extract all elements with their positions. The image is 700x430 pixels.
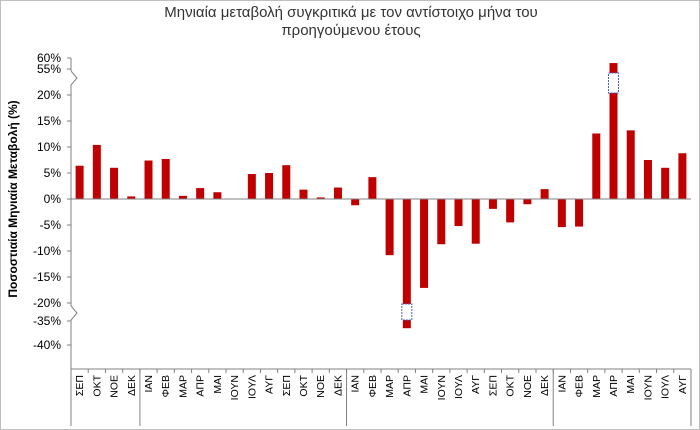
x-tick-label: ΜΑΙ (419, 375, 431, 394)
bar (282, 165, 291, 199)
y-tick-label: 55% (37, 62, 61, 76)
bar-break-marker (401, 303, 413, 321)
bar (506, 199, 515, 223)
bar (488, 199, 497, 209)
x-tick-label: ΑΥΓ (470, 375, 482, 394)
x-tick-label: ΙΑΝ (143, 375, 155, 393)
x-tick-label: ΜΑΡ (177, 375, 189, 398)
x-tick-label: ΦΕΒ (574, 375, 586, 397)
x-tick-label: ΙΟΥΛ (660, 375, 672, 399)
x-tick-label: ΜΑΡ (384, 375, 396, 398)
bar (247, 174, 256, 199)
bar (144, 160, 153, 199)
x-tick-label: ΙΟΥΛ (246, 375, 258, 399)
bar (75, 165, 84, 199)
x-tick-label: ΟΚΤ (505, 374, 517, 396)
bar (213, 192, 222, 199)
axis-break-mark (70, 303, 78, 321)
x-tick-label: ΦΕΒ (160, 375, 172, 397)
x-tick-label: ΙΑΝ (556, 375, 568, 393)
x-tick-label: ΙΟΥΛ (453, 375, 465, 399)
y-tick-label: 15% (37, 114, 61, 128)
bar-break-marker (608, 72, 619, 94)
x-tick-label: ΔΕΚ (539, 375, 551, 396)
x-tick-label: ΔΕΚ (126, 375, 138, 396)
x-tick-label: ΟΚΤ (91, 374, 103, 396)
x-tick-label: ΔΕΚ (332, 375, 344, 396)
bars-group (75, 63, 687, 329)
bar (333, 187, 342, 199)
x-tick-label: ΝΟΕ (522, 375, 534, 398)
x-axis: ΣΕΠ ΟΚΤ ΝΟΕ ΔΕΚ ΙΑΝ ΦΕΒ ΜΑΡ ΑΠΡ ΜΑΙ ΙΟΥΝ ΙΟΥΛ ΑΥΓ ΣΕ… (74, 374, 689, 400)
y-tick-label: 5% (44, 166, 62, 180)
bar (575, 199, 584, 227)
x-tick-label: ΣΕΠ (487, 375, 499, 396)
axis-break-mark (70, 70, 78, 95)
bar (471, 199, 480, 244)
bar (110, 167, 119, 199)
bar (626, 130, 635, 199)
x-tick-label: ΝΟΕ (315, 375, 327, 398)
x-tick-label: ΑΥΓ (264, 375, 276, 394)
y-axis-label: Ποσοστιαία Μηνιαία Μεταβολή (%) (6, 100, 20, 297)
x-tick-label: ΑΠΡ (608, 375, 620, 397)
bar (643, 160, 652, 199)
bar (420, 199, 429, 288)
x-tick-label: ΙΟΥΝ (642, 375, 654, 400)
x-tick-label: ΑΠΡ (401, 375, 413, 397)
y-tick-label: -10% (33, 244, 61, 258)
x-tick-label: ΜΑΙ (212, 375, 224, 394)
bar (557, 199, 566, 228)
bar (678, 153, 687, 199)
y-tick-label: 20% (37, 88, 61, 102)
y-axis: 60%55% 20% 15% 10% 5% 0% -5% -10% -15% -20% -35% -4… (33, 51, 71, 352)
bar (402, 199, 411, 329)
x-tick-label: ΑΥΓ (677, 375, 689, 394)
y-tick-label: 10% (37, 140, 61, 154)
bar (92, 144, 101, 199)
bar (161, 158, 170, 199)
bar (592, 133, 601, 199)
x-tick-label: ΙΟΥΝ (436, 375, 448, 400)
y-tick-label: -5% (40, 218, 62, 232)
bar (351, 199, 360, 206)
axes-group (70, 58, 692, 426)
bar (265, 173, 274, 199)
bar (385, 199, 394, 256)
chart-title-line-1: Μηνιαία μεταβολή συγκριτικά με τον αντίσ… (164, 4, 538, 21)
bar (178, 195, 187, 199)
y-tick-label: -40% (33, 338, 61, 352)
bar (540, 189, 549, 199)
x-tick-label: ΦΕΒ (367, 375, 379, 397)
bar (316, 197, 325, 199)
bar (661, 167, 670, 199)
x-tick-label: ΟΚΤ (298, 374, 310, 396)
x-tick-label: ΜΑΡ (591, 375, 603, 398)
chart-title-line-2: προηγούμενου έτους (281, 22, 420, 39)
y-tick-label: -15% (33, 270, 61, 284)
bar (127, 196, 136, 199)
bar (454, 199, 463, 227)
bar (299, 189, 308, 199)
x-tick-label: ΜΑΙ (625, 375, 637, 394)
x-tick-label: ΝΟΕ (109, 375, 121, 398)
bar (437, 199, 446, 245)
bar (523, 199, 532, 205)
bar (196, 188, 205, 199)
y-tick-label: 60% (37, 51, 61, 65)
x-tick-label: ΑΠΡ (195, 375, 207, 397)
x-tick-label: ΣΕΠ (74, 375, 86, 396)
y-tick-label: -20% (33, 296, 61, 310)
x-tick-label: ΙΑΝ (350, 375, 362, 393)
bar (609, 63, 618, 200)
x-tick-label: ΙΟΥΝ (229, 375, 241, 400)
y-tick-label: 0% (44, 192, 62, 206)
bar (368, 177, 377, 199)
x-tick-label: ΣΕΠ (281, 375, 293, 396)
y-tick-label: -35% (33, 314, 61, 328)
